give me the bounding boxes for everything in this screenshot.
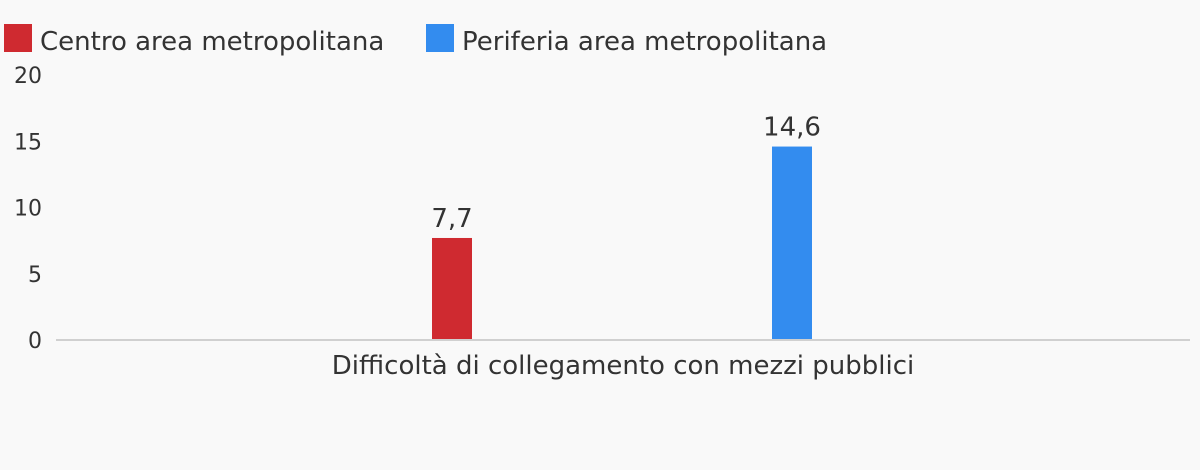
y-tick-label: 20 — [14, 64, 42, 89]
y-tick-label: 15 — [14, 130, 42, 155]
category-label: Difficoltà di collegamento con mezzi pub… — [332, 351, 914, 381]
y-tick-label: 10 — [14, 197, 42, 222]
legend: Centro area metropolitana Periferia area… — [4, 24, 827, 57]
y-axis: 0 5 10 15 20 — [14, 64, 42, 354]
bar-centro — [432, 237, 472, 340]
legend-label-periferia: Periferia area metropolitana — [462, 27, 827, 57]
bar-periferia — [772, 146, 812, 340]
y-tick-label: 0 — [28, 329, 42, 354]
bars: 7,7 14,6 — [431, 113, 821, 340]
legend-swatch-periferia — [426, 24, 454, 52]
y-tick-label: 5 — [28, 263, 42, 288]
data-label-centro: 7,7 — [431, 204, 472, 234]
legend-label-centro: Centro area metropolitana — [40, 27, 384, 57]
data-label-periferia: 14,6 — [763, 113, 821, 143]
legend-swatch-centro — [4, 24, 32, 52]
